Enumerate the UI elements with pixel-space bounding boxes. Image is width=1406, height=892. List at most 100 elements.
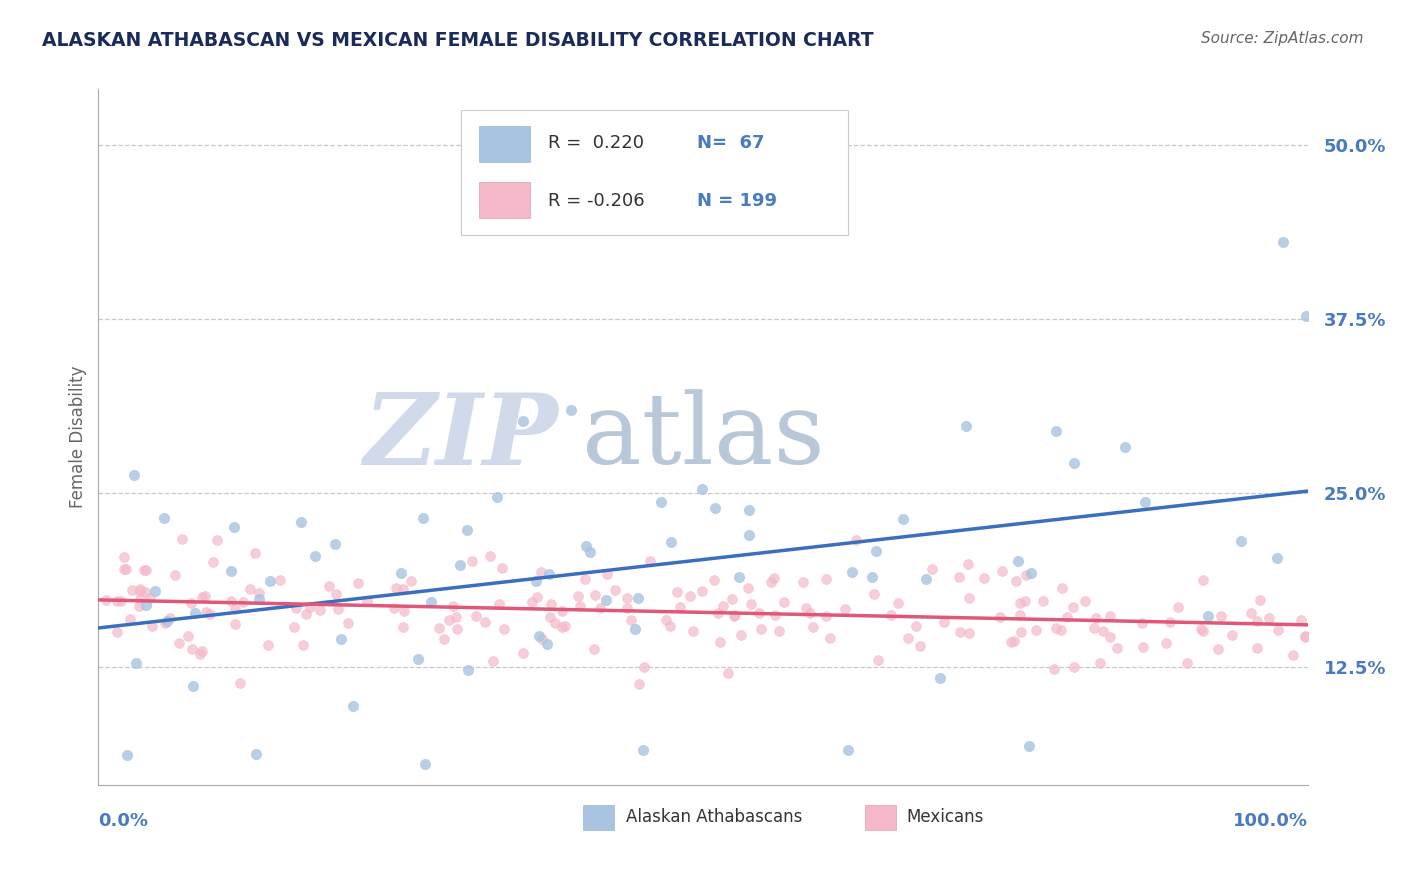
Point (749, 622, 772, 636)
Point (728, 570, 751, 584)
Point (180, 596, 202, 610)
Point (382, 600, 405, 615)
Point (427, 621, 450, 635)
Point (122, 467, 145, 482)
Point (1074, 593, 1097, 607)
Point (1249, 593, 1271, 607)
Point (134, 585, 156, 599)
Point (1211, 608, 1233, 623)
Point (655, 613, 678, 627)
Point (1005, 574, 1028, 589)
Point (1050, 624, 1073, 638)
Point (921, 562, 943, 576)
Point (763, 571, 786, 585)
Point (659, 535, 682, 549)
Point (194, 589, 217, 603)
Point (578, 545, 600, 559)
Point (167, 636, 190, 650)
FancyBboxPatch shape (461, 110, 848, 235)
Point (201, 555, 224, 569)
Point (291, 638, 314, 652)
Point (228, 676, 250, 690)
Point (724, 607, 747, 622)
Point (669, 599, 692, 614)
Point (342, 698, 364, 713)
Point (1045, 621, 1067, 635)
Point (799, 606, 821, 620)
Point (543, 616, 565, 631)
Point (290, 515, 312, 529)
Point (159, 611, 181, 625)
Point (247, 586, 270, 600)
Point (988, 610, 1011, 624)
Point (692, 482, 714, 496)
Point (165, 567, 187, 582)
Point (679, 589, 702, 603)
Point (1130, 616, 1153, 631)
Point (863, 586, 886, 600)
Point (326, 602, 349, 616)
Point (243, 546, 266, 560)
Point (703, 574, 725, 588)
Point (488, 597, 510, 611)
Point (112, 562, 135, 576)
Point (1135, 495, 1157, 509)
Point (868, 653, 890, 667)
Point (633, 659, 655, 673)
Point (283, 620, 305, 634)
Point (1192, 624, 1215, 639)
Point (860, 570, 883, 584)
Point (156, 614, 179, 628)
Point (928, 671, 950, 685)
Point (818, 631, 841, 645)
Point (1206, 642, 1229, 657)
Point (1088, 656, 1111, 670)
Point (624, 622, 647, 636)
Text: atlas: atlas (582, 389, 825, 485)
Point (129, 582, 152, 596)
Point (1025, 623, 1047, 637)
Point (224, 602, 246, 616)
Point (955, 418, 977, 433)
Point (412, 510, 434, 524)
Point (721, 591, 744, 606)
Point (155, 615, 177, 630)
Point (181, 680, 204, 694)
Point (1010, 624, 1032, 639)
Point (540, 597, 562, 611)
Point (841, 565, 863, 579)
Point (748, 607, 770, 621)
Point (1132, 640, 1154, 655)
Point (194, 605, 217, 619)
Point (682, 624, 704, 638)
Point (347, 575, 370, 590)
Point (1246, 614, 1268, 628)
Point (603, 582, 626, 597)
Point (717, 665, 740, 680)
Point (583, 588, 606, 602)
Point (132, 562, 155, 576)
Point (481, 654, 503, 668)
Point (595, 592, 617, 607)
Point (1156, 636, 1178, 650)
Point (837, 743, 859, 757)
Point (336, 615, 359, 630)
Point (1246, 640, 1268, 655)
Point (834, 602, 856, 616)
Point (1282, 648, 1305, 662)
Point (190, 647, 212, 661)
Point (191, 591, 214, 605)
Point (596, 567, 619, 582)
Point (117, 747, 139, 762)
Point (512, 646, 534, 660)
Point (433, 632, 456, 647)
Point (478, 549, 501, 563)
Point (153, 511, 176, 525)
Point (737, 581, 759, 595)
Point (616, 591, 638, 606)
Point (589, 600, 612, 615)
Point (948, 569, 970, 583)
Point (112, 550, 135, 565)
Point (139, 591, 162, 606)
Point (1032, 593, 1054, 607)
